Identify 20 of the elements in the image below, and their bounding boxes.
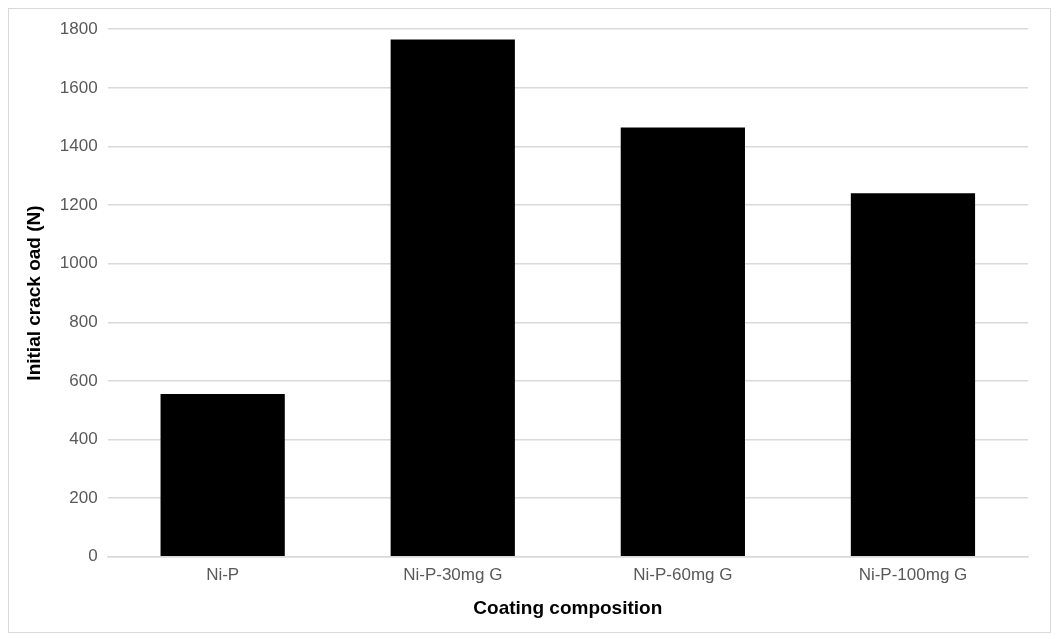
y-tick-label: 1600 <box>59 77 98 97</box>
x-axis-title: Coating composition <box>473 596 663 618</box>
bar <box>160 394 285 557</box>
y-tick-label: 600 <box>69 370 98 390</box>
x-tick-label: Ni-P-30mg G <box>403 564 503 584</box>
x-tick-label: Ni-P-60mg G <box>633 564 733 584</box>
bar <box>620 127 745 557</box>
y-tick-label: 1000 <box>59 253 98 273</box>
y-tick-label: 0 <box>88 546 98 566</box>
y-tick-label: 800 <box>69 312 98 331</box>
y-tick-label: 200 <box>69 487 98 507</box>
x-tick-label: Ni-P-100mg G <box>858 564 968 584</box>
y-axis-title: Initial crack oad (N) <box>22 205 44 381</box>
bar <box>850 193 976 557</box>
y-tick-label: 1200 <box>59 194 98 214</box>
y-tick-label: 1800 <box>59 18 98 38</box>
y-tick-label: 400 <box>69 429 98 449</box>
bar <box>390 39 515 557</box>
y-tick-label: 1400 <box>59 136 98 156</box>
x-tick-label: Ni-P <box>206 564 240 584</box>
